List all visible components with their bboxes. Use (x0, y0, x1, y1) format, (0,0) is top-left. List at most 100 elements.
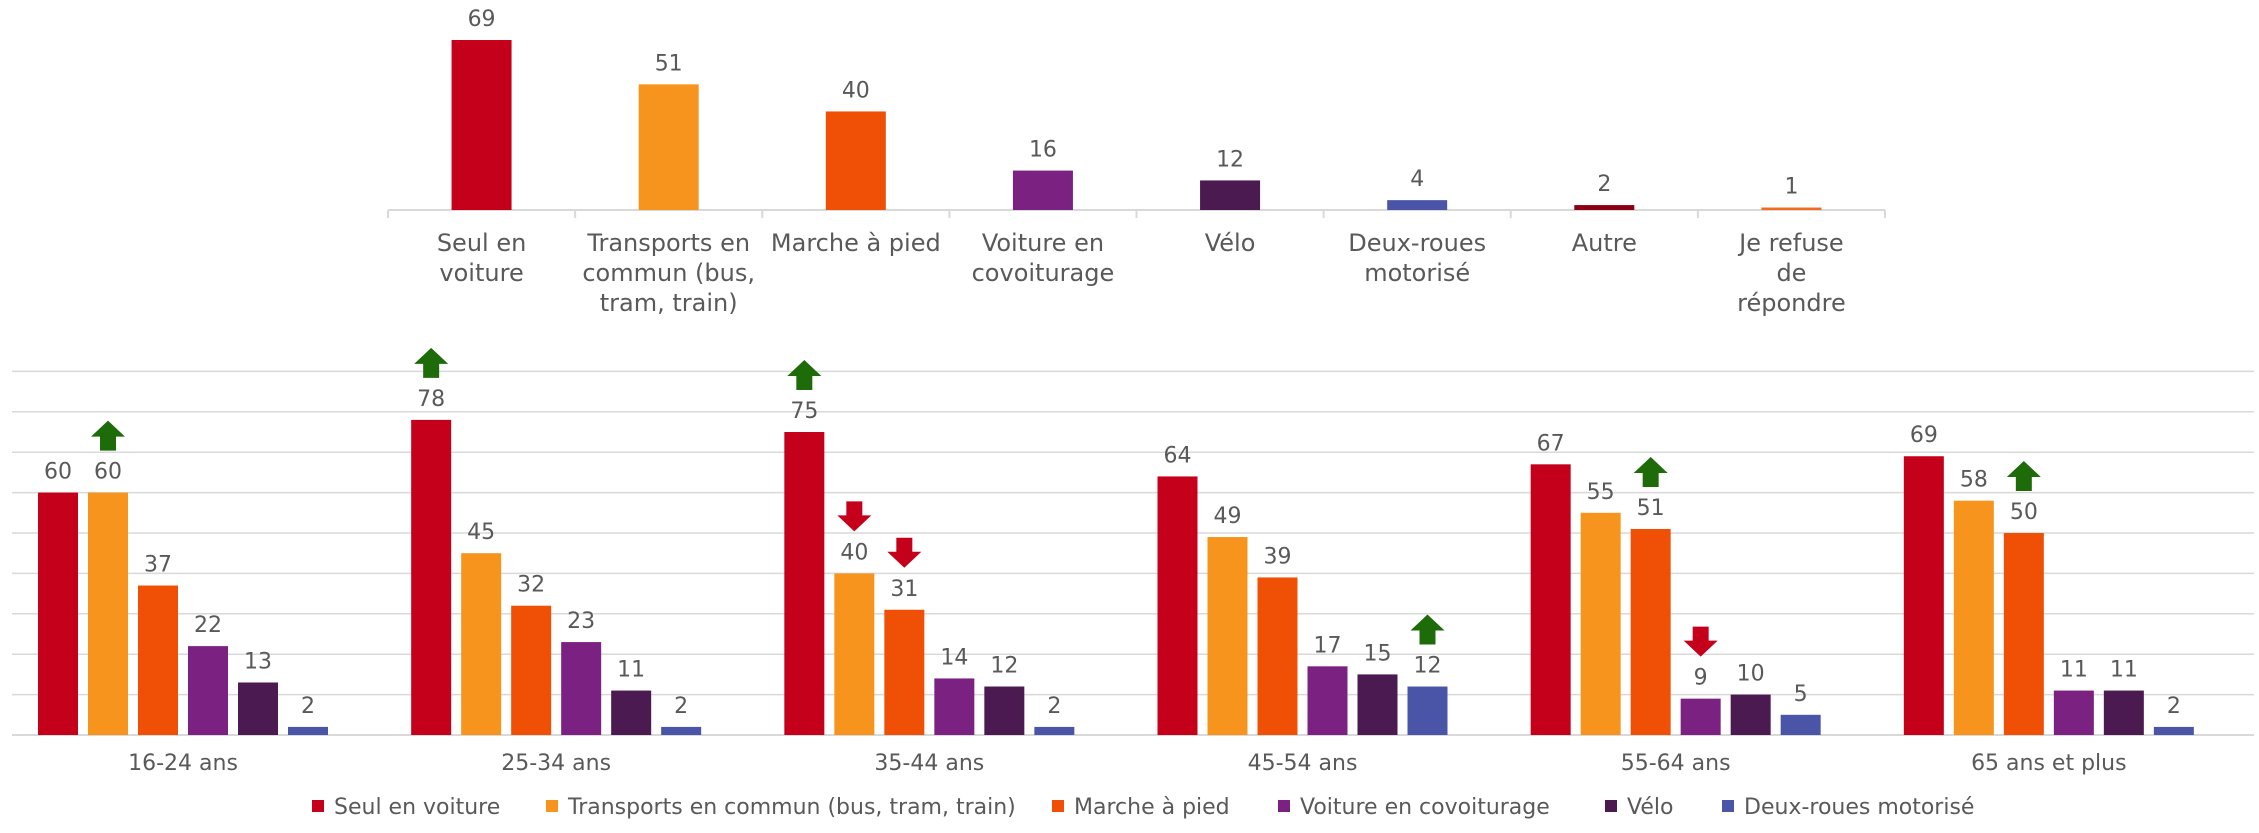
age-bar (1903, 456, 1944, 735)
age-data-label: 14 (940, 645, 968, 670)
age-bar (88, 492, 128, 735)
age-data-label: 15 (1364, 641, 1392, 666)
age-data-label: 31 (890, 577, 918, 602)
age-data-label: 11 (2110, 658, 2138, 683)
age-bar (238, 682, 278, 735)
overall-data-label: 4 (1410, 167, 1424, 192)
age-bar (2153, 726, 2194, 735)
age-data-label: 12 (1414, 654, 1442, 679)
overall-data-label: 69 (468, 7, 496, 32)
overall-data-label: 2 (1597, 172, 1611, 197)
age-bar (884, 609, 925, 735)
age-bar (2053, 690, 2094, 735)
age-data-label: 12 (990, 654, 1018, 679)
age-category-label: 55-64 ans (1621, 751, 1731, 776)
age-data-label: 58 (1960, 468, 1988, 493)
age-data-label: 23 (567, 609, 595, 634)
age-data-label: 75 (790, 399, 818, 424)
age-bar (38, 492, 78, 735)
age-data-label: 2 (674, 694, 688, 719)
age-data-label: 50 (2010, 500, 2038, 525)
age-data-label: 69 (1910, 423, 1938, 448)
arrow-down-green-icon (2006, 461, 2041, 491)
overall-category-label: motorisé (1364, 259, 1470, 287)
legend-swatch (1052, 800, 1064, 812)
overall-bar (825, 111, 886, 210)
age-bar (188, 646, 228, 735)
age-data-label: 13 (244, 649, 272, 674)
overall-category-label: Je refuse (1737, 229, 1844, 257)
age-bar (1953, 500, 1994, 735)
age-data-label: 64 (1164, 443, 1192, 468)
arrow-down-green-icon (1633, 456, 1668, 487)
age-bar (611, 690, 652, 735)
legend-label: Transports en commun (bus, tram, train) (567, 795, 1016, 820)
age-data-label: 51 (1637, 496, 1665, 521)
arrow-down-green-icon (787, 360, 822, 390)
legend-label: Voiture en covoiturage (1300, 795, 1550, 820)
overall-category-label: de (1776, 259, 1806, 287)
overall-data-label: 1 (1784, 175, 1798, 200)
age-bar (511, 605, 552, 735)
age-data-label: 22 (194, 613, 222, 638)
age-bar (1207, 537, 1248, 735)
age-bar (1580, 512, 1621, 735)
age-data-label: 9 (1694, 666, 1708, 691)
age-bar (2103, 690, 2144, 735)
age-bar (784, 432, 825, 735)
arrow-down-red-icon (887, 537, 922, 568)
age-category-label: 65 ans et plus (1971, 751, 2127, 776)
arrow-down-green-icon (414, 347, 449, 378)
legend-label: Deux-roues motorisé (1744, 795, 1974, 820)
age-bar (1034, 726, 1075, 735)
age-bar (138, 585, 178, 735)
age-category-label: 35-44 ans (874, 751, 984, 776)
age-bar (1680, 698, 1721, 735)
age-data-label: 11 (617, 658, 645, 683)
overall-category-label: voiture (439, 259, 523, 287)
age-data-label: 55 (1587, 480, 1615, 505)
overall-bar (1574, 205, 1635, 210)
age-data-label: 60 (44, 460, 72, 485)
legend-swatch (1278, 800, 1290, 812)
legend-swatch (1605, 800, 1617, 812)
age-bar (934, 678, 975, 735)
age-bar (288, 726, 328, 735)
age-bar (411, 419, 452, 735)
overall-bar (1012, 170, 1073, 210)
age-bar (1307, 666, 1348, 735)
age-data-label: 32 (517, 573, 545, 598)
age-data-label: 11 (2060, 658, 2088, 683)
overall-category-label: tram, train) (600, 289, 738, 317)
age-bar (1157, 476, 1198, 735)
age-data-label: 17 (1314, 633, 1342, 658)
overall-category-label: Transports en (586, 229, 750, 257)
age-bar (1780, 714, 1821, 735)
overall-category-label: Voiture en (982, 229, 1104, 257)
age-bar (2003, 533, 2044, 735)
overall-bar (1387, 200, 1448, 210)
overall-bar (1761, 207, 1822, 210)
arrow-down-green-icon (91, 420, 125, 451)
overall-data-label: 16 (1029, 138, 1057, 163)
legend-swatch (546, 800, 558, 812)
age-data-label: 78 (417, 387, 445, 412)
age-data-label: 37 (144, 553, 172, 578)
overall-data-label: 40 (842, 78, 870, 103)
age-bar (1357, 674, 1398, 735)
age-category-label: 25-34 ans (501, 751, 611, 776)
legend-label: Vélo (1627, 795, 1673, 820)
age-data-label: 2 (2167, 694, 2181, 719)
overall-data-label: 12 (1216, 147, 1244, 172)
arrow-down-red-icon (837, 501, 872, 532)
overall-category-label: commun (bus, (582, 259, 755, 287)
legend-label: Seul en voiture (334, 795, 500, 820)
arrow-down-red-icon (1683, 626, 1718, 657)
overall-bar (451, 40, 512, 210)
age-bar (661, 726, 702, 735)
age-category-label: 45-54 ans (1248, 751, 1358, 776)
